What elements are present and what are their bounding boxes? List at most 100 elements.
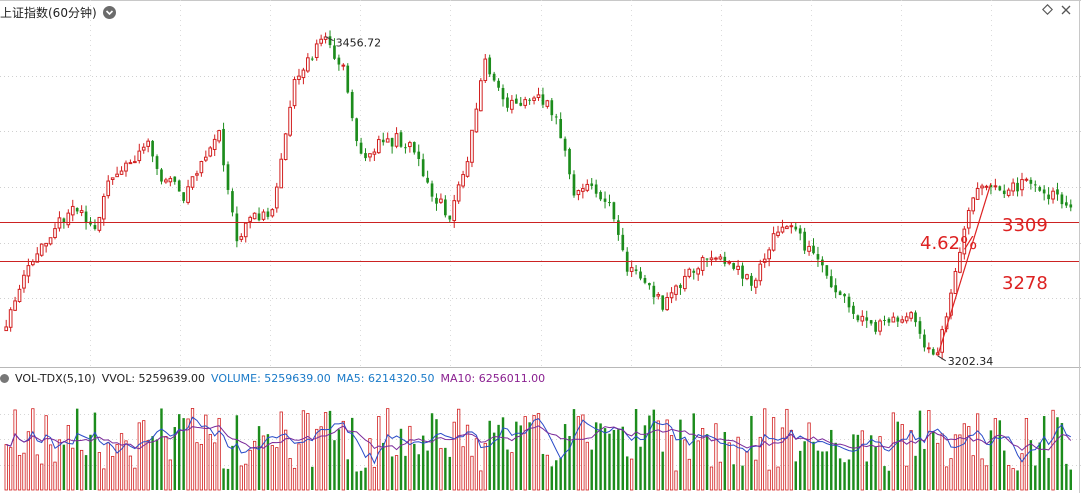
volume-bar-up (279, 411, 283, 491)
candle-body-down (989, 185, 993, 188)
candle-body-up (1051, 190, 1055, 200)
candle-body-up (860, 315, 865, 322)
volume-bar-down (692, 413, 695, 490)
candle-body-down (679, 284, 682, 288)
volume-bar-down (599, 423, 602, 490)
volume-bar-up (124, 440, 128, 491)
volume-bar-down (160, 408, 163, 490)
volume-bar-down (488, 420, 491, 490)
candle-body-down (226, 164, 230, 190)
candle-body-down (235, 213, 239, 242)
volume-bar-down (1034, 465, 1037, 490)
candles (4, 30, 1073, 360)
volume-bar-up (754, 459, 758, 491)
candle-body-up (980, 185, 984, 189)
volume-bar-up (190, 408, 195, 491)
candle-body-down (350, 92, 354, 119)
collapse-circle-icon[interactable] (0, 373, 9, 383)
candle-body-up (878, 320, 882, 332)
candle-body-up (97, 216, 102, 231)
candle-body-down (1069, 204, 1073, 208)
volume-bar-up (204, 414, 208, 491)
chevron-down-icon[interactable] (102, 5, 116, 19)
volume-bar-up (128, 455, 133, 491)
candle-body-up (208, 147, 213, 157)
volume-bar-up (57, 439, 62, 491)
ma5-value: MA5: 6214320.50 (336, 371, 435, 385)
candle-body-down (1060, 194, 1064, 205)
volume-bar-down (528, 422, 531, 490)
candle-body-up (53, 228, 57, 238)
candle-body-down (865, 317, 869, 321)
volume-bar-up (474, 438, 479, 491)
volume-bar-up (31, 408, 35, 491)
volume-ma-lines (6, 416, 1072, 465)
candle-body-up (408, 142, 412, 148)
volume-bar-down (266, 434, 270, 490)
candle-body-up (785, 226, 789, 230)
candle-body-down (333, 45, 336, 59)
level-lines (0, 222, 1079, 262)
candle-body-up (904, 316, 909, 322)
volume-bar-down (492, 432, 496, 490)
volume-bar-up (940, 433, 944, 491)
volume-bar-up (776, 466, 780, 491)
volume-bar-down (350, 417, 354, 490)
volume-bar-up (146, 439, 150, 491)
candle-body-down (266, 211, 270, 217)
volume-bar-up (536, 413, 541, 491)
volume-bar-down (311, 466, 314, 490)
candle-body-up (576, 190, 581, 196)
candle-body-up (762, 258, 767, 263)
candle-body-down (812, 245, 815, 254)
candle-body-down (328, 36, 332, 46)
header-controls (1042, 4, 1071, 15)
candle-body-down (1056, 189, 1059, 195)
candle-body-up (199, 161, 204, 174)
volume-bar-down (421, 435, 425, 490)
candle-body-down (84, 211, 88, 223)
candle-body-down (1047, 194, 1050, 200)
level-low-label: 3278 (1002, 273, 1048, 294)
candle-body-down (75, 207, 79, 212)
candle-body-down (843, 293, 846, 297)
volume-bar-up (53, 461, 57, 491)
candle-body-down (803, 231, 806, 251)
volume-bar-down (550, 466, 554, 490)
candle-body-down (648, 283, 651, 286)
volume-bar-up (248, 449, 252, 491)
volume-bar-down (590, 449, 593, 490)
candle-body-down (821, 259, 824, 266)
volume-bar-up (17, 454, 22, 491)
volume-bar-up (133, 467, 137, 491)
candle-body-up (780, 226, 785, 233)
candle-body-down (572, 174, 576, 196)
volume-bar-up (186, 418, 190, 491)
volume-bar-down (155, 439, 159, 490)
volume-bar-up (439, 447, 443, 491)
volume-bar-up (727, 442, 731, 491)
diamond-icon[interactable] (1042, 4, 1053, 15)
volume-bar-up (292, 467, 297, 491)
volume-bar-down (989, 430, 993, 490)
volume-bar-up (771, 417, 776, 491)
candle-body-up (767, 249, 771, 260)
volume-bar-down (346, 459, 349, 490)
volume-bar-up (44, 415, 48, 491)
candle-body-down (692, 270, 696, 273)
volume-bar-up (949, 458, 953, 491)
candle-body-up (696, 268, 701, 275)
candle-body-down (612, 202, 616, 220)
volume-bar-down (608, 433, 611, 490)
candle-body-up (776, 231, 780, 237)
candle-body-down (594, 184, 598, 194)
volume-bar-down (364, 467, 367, 490)
low-price-label: 3202.34 (948, 355, 994, 368)
volume-bar-down (612, 430, 616, 490)
close-icon[interactable] (1061, 5, 1071, 15)
volume-bar-up (48, 444, 53, 491)
volume-bar-down (444, 447, 447, 490)
volume-bar-up (137, 422, 141, 491)
candle-body-down (852, 305, 855, 314)
